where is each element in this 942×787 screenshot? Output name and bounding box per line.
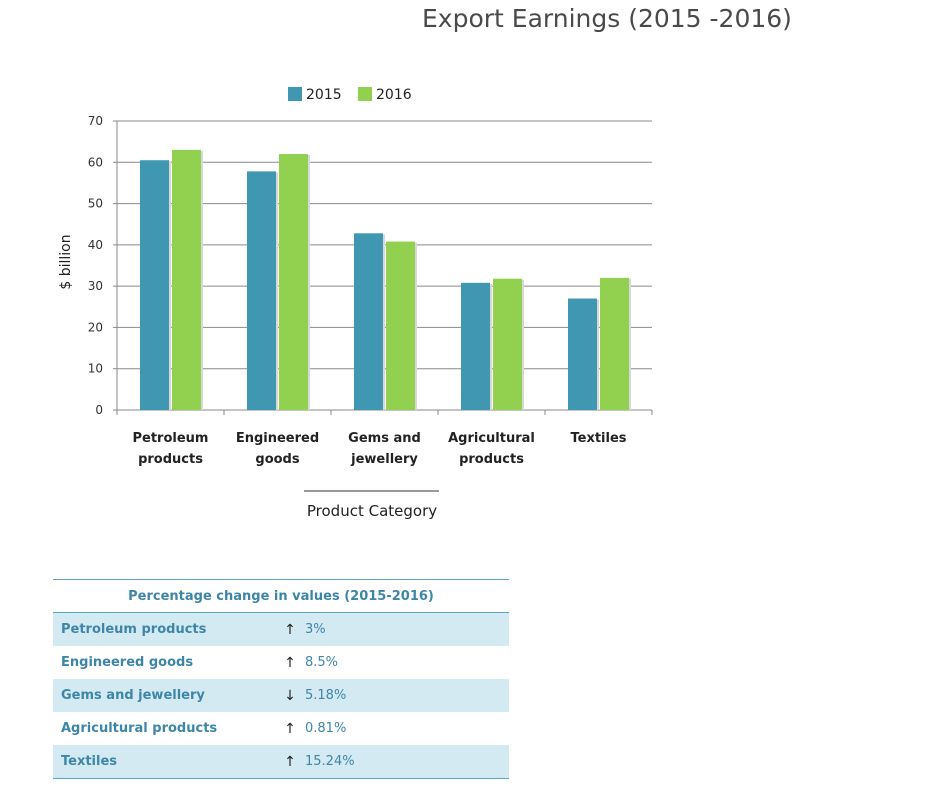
x-tick-label: Petroleum [133, 431, 209, 446]
bar-2015 [354, 233, 383, 410]
table-row-value: 5.18% [305, 688, 347, 703]
bar-2016 [600, 277, 629, 410]
bar-2016 [172, 149, 201, 410]
arrow-up-icon: ↑ [284, 654, 296, 671]
y-tick-label: 40 [88, 238, 103, 252]
percentage-change-table: Percentage change in values (2015-2016) … [53, 579, 509, 779]
legend-swatch [358, 87, 372, 101]
y-tick-label: 20 [88, 320, 103, 334]
x-tick-label: Textiles [570, 431, 626, 446]
arrow-down-icon: ↓ [284, 687, 296, 704]
table-row-category: Textiles [61, 754, 118, 769]
x-axis-label: Product Category [307, 502, 437, 520]
x-tick-label: products [459, 452, 524, 467]
x-tick-label: products [138, 452, 203, 467]
x-tick-label: goods [255, 452, 299, 467]
table-row-category: Agricultural products [61, 721, 218, 736]
table-row-category: Gems and jewellery [61, 688, 205, 703]
table-row: Textiles ↑ 15.24% [53, 745, 509, 779]
table-row: Petroleum products ↑ 3% [53, 613, 509, 646]
table-row-value: 3% [305, 622, 326, 637]
y-tick-label: 10 [88, 362, 103, 376]
bar-2015 [461, 282, 490, 410]
bar-2015 [247, 171, 276, 410]
bar-2016 [493, 278, 522, 410]
arrow-up-icon: ↑ [284, 753, 296, 770]
y-tick-label: 30 [88, 279, 103, 293]
y-axis-label: $ billion [58, 234, 74, 289]
table-row: Gems and jewellery ↓ 5.18% [53, 679, 509, 712]
table-row-value: 8.5% [305, 655, 339, 670]
arrow-up-icon: ↑ [284, 720, 296, 737]
x-tick-label: Engineered [236, 431, 319, 446]
table-row-category: Engineered goods [61, 655, 194, 670]
bar-2015 [140, 160, 169, 410]
table-caption: Percentage change in values (2015-2016) [53, 579, 509, 613]
x-tick-label: Agricultural [448, 431, 535, 446]
legend-label: 2016 [376, 87, 412, 103]
x-tick-label: jewellery [350, 452, 418, 467]
legend-label: 2015 [306, 87, 342, 103]
y-tick-label: 0 [95, 403, 103, 417]
bar-2016 [279, 154, 308, 410]
table-row-category: Petroleum products [61, 622, 207, 637]
bar-chart: 0 10 20 30 40 50 60 70 $ billion Petroleum product… [58, 87, 653, 520]
bar-2016 [386, 241, 415, 410]
y-tick-label: 50 [88, 197, 103, 211]
y-tick-label: 70 [88, 114, 103, 128]
legend-swatch [288, 87, 302, 101]
x-tick-label: Gems and [348, 431, 421, 446]
page-title: Export Earnings (2015 -2016) [422, 4, 792, 33]
table-row: Agricultural products ↑ 0.81% [53, 712, 509, 745]
table-row-value: 0.81% [305, 721, 347, 736]
table-row-value: 15.24% [305, 754, 355, 769]
y-tick-label: 60 [88, 155, 103, 169]
arrow-up-icon: ↑ [284, 621, 296, 638]
bar-2015 [568, 298, 597, 410]
table-row: Engineered goods ↑ 8.5% [53, 646, 509, 679]
